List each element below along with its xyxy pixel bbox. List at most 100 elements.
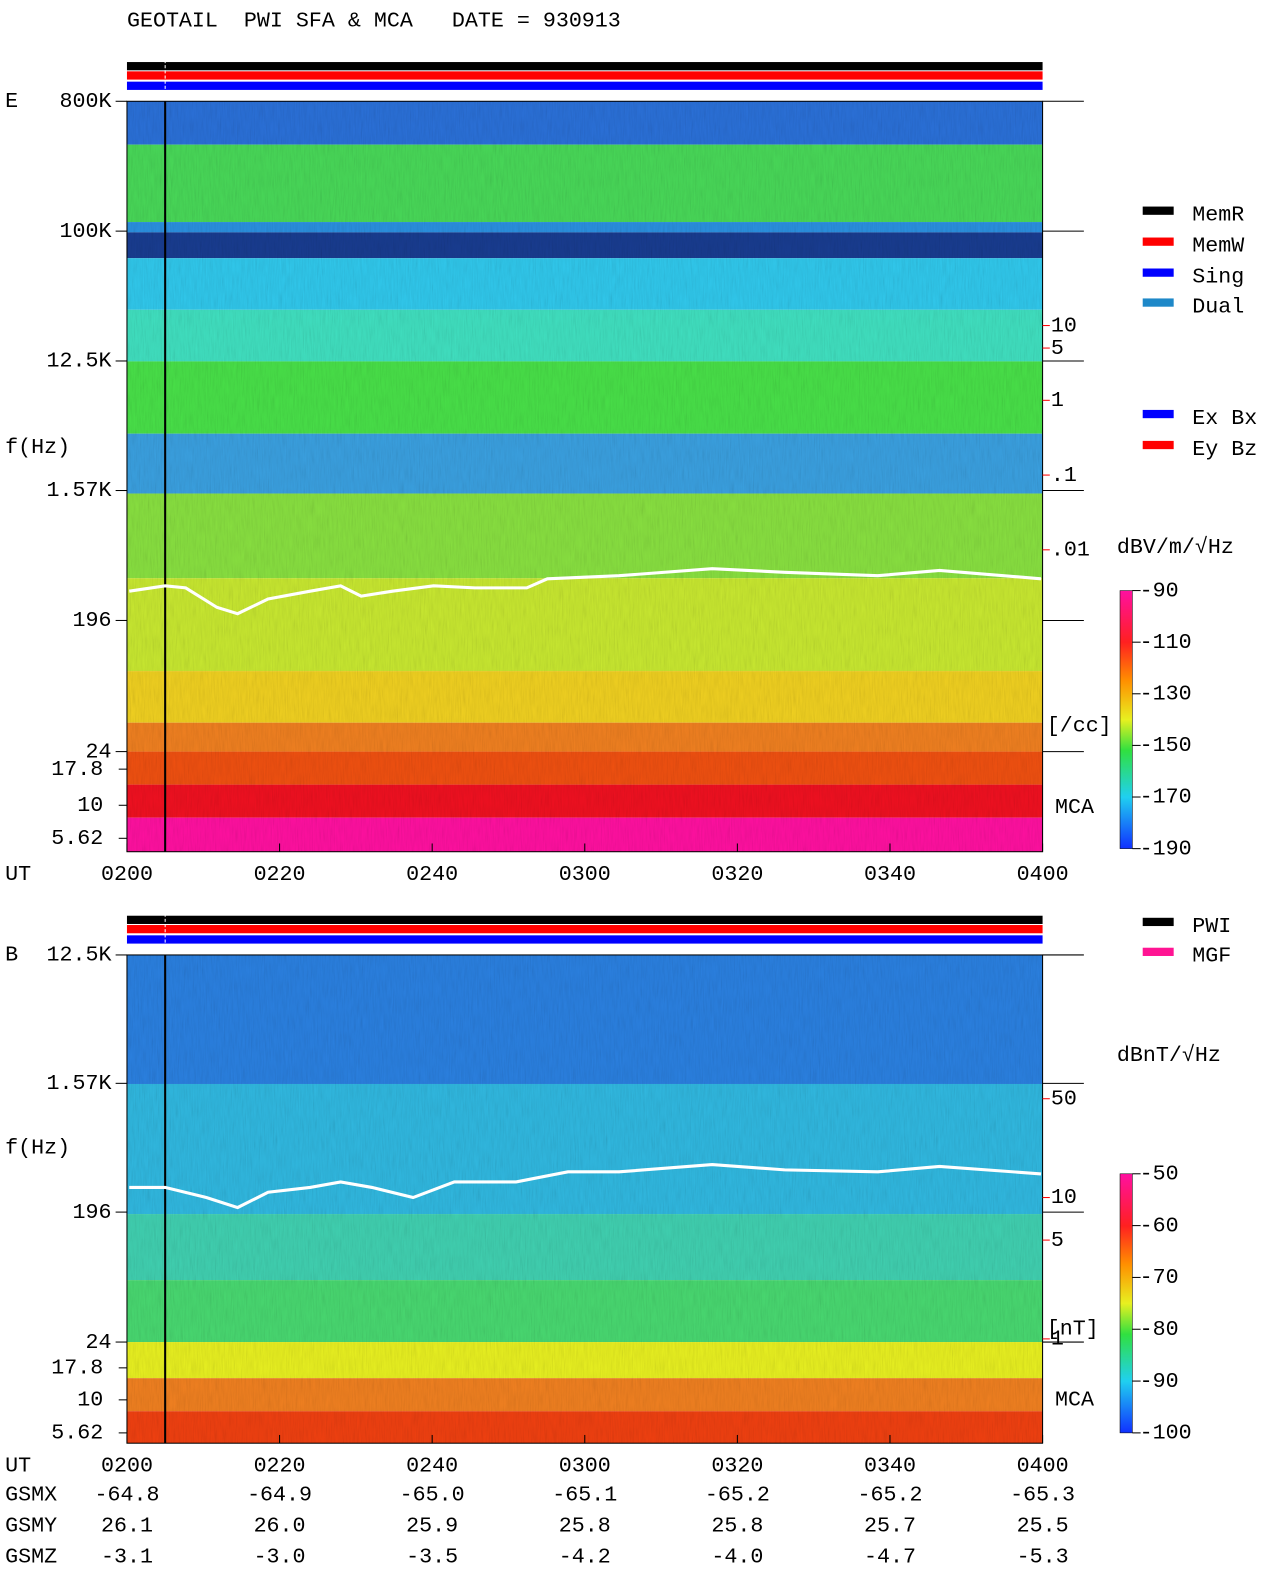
legend-swatch	[1142, 206, 1174, 215]
legend-swatch	[1142, 917, 1174, 927]
legend-swatch	[1142, 947, 1174, 956]
orbit-value: 26.1	[101, 1514, 153, 1539]
mca-tick-label: 10	[77, 1388, 103, 1413]
orbit-value: -65.0	[400, 1483, 465, 1508]
x-tick-label: 0220	[254, 862, 306, 887]
density-axis-label: [/cc]	[1047, 714, 1112, 739]
colorbar-tick-label: -100	[1140, 1421, 1192, 1446]
legend-label: Dual	[1192, 294, 1244, 319]
mca-tick-label: 10	[77, 793, 103, 818]
status-bar	[126, 935, 1043, 944]
y-tick-label: 1.57K	[46, 478, 111, 503]
density-tick-label: 5	[1051, 1228, 1064, 1253]
legend-label: Ey Bz	[1192, 437, 1257, 462]
y-tick-label: 12.5K	[46, 943, 111, 968]
x-tick-label: 0200	[101, 862, 153, 887]
colorbar-tick-label: -80	[1140, 1317, 1179, 1342]
status-bar	[126, 81, 1043, 90]
colorbar	[1119, 590, 1133, 849]
legend-swatch	[1142, 409, 1174, 419]
legend-label: MGF	[1192, 944, 1231, 969]
orbit-value: -65.2	[857, 1483, 922, 1508]
orbit-value: -65.1	[552, 1483, 617, 1508]
colorbar-tick-label: -190	[1140, 836, 1192, 861]
orbit-value: -64.9	[247, 1483, 312, 1508]
y-tick-label: 24	[85, 739, 111, 764]
colorbar-tick-label: -70	[1140, 1265, 1179, 1290]
x-tick-label: 0400	[1017, 1454, 1069, 1479]
x-tick-label: 0320	[711, 862, 763, 887]
orbit-row-label: GSMX	[5, 1483, 57, 1508]
x-tick-label: 0340	[864, 1454, 916, 1479]
legend-swatch	[1142, 237, 1174, 246]
colorbar-tick-label: -50	[1140, 1162, 1179, 1187]
y-tick-label: 196	[72, 1200, 111, 1225]
x-tick-label: 0300	[559, 862, 611, 887]
spectrogram-texture	[126, 954, 1043, 1444]
colorbar-tick-label: -60	[1140, 1213, 1179, 1238]
status-bar	[126, 915, 1043, 924]
orbit-value: -65.2	[705, 1483, 770, 1508]
legend-swatch	[1142, 298, 1174, 307]
y-tick-label: 12.5K	[46, 349, 111, 374]
density-tick-label: 5	[1051, 336, 1064, 361]
legend-swatch	[1142, 440, 1174, 450]
x-tick-label: 0200	[101, 1454, 153, 1479]
x-tick-label: 0240	[406, 862, 458, 887]
x-tick-label: 0340	[864, 862, 916, 887]
mca-label: MCA	[1055, 1388, 1094, 1413]
density-tick-label: 10	[1051, 313, 1077, 338]
orbit-value: -4.2	[559, 1544, 611, 1569]
orbit-value: -3.1	[101, 1544, 153, 1569]
y-tick-label: 800K	[59, 89, 111, 114]
colorbar-tick-label: -90	[1140, 578, 1179, 603]
orbit-row-label: GSMY	[5, 1514, 57, 1539]
density-tick-label: 1	[1051, 1327, 1064, 1352]
mca-tick-label: 5.62	[51, 1421, 103, 1446]
orbit-value: -64.8	[94, 1483, 159, 1508]
mca-tick-label: 17.8	[51, 1356, 103, 1381]
density-trace	[129, 567, 1042, 616]
mca-tick-label: 17.8	[51, 757, 103, 782]
colorbar-tick-label: -130	[1140, 682, 1192, 707]
y-tick-label: 1.57K	[46, 1071, 111, 1096]
legend-label: MemW	[1192, 234, 1244, 259]
colorbar-tick-label: -90	[1140, 1369, 1179, 1394]
orbit-value: -3.0	[254, 1544, 306, 1569]
density-tick-label: .01	[1051, 538, 1090, 563]
x-tick-label: 0400	[1017, 862, 1069, 887]
density-tick-label: .1	[1051, 463, 1077, 488]
orbit-value: -4.0	[711, 1544, 763, 1569]
x-axis-label: UT	[5, 1454, 31, 1479]
orbit-value: 25.7	[864, 1514, 916, 1539]
legend-label: Sing	[1192, 264, 1244, 289]
orbit-value: -5.3	[1017, 1544, 1069, 1569]
orbit-value: 25.9	[406, 1514, 458, 1539]
orbit-value: 25.8	[711, 1514, 763, 1539]
orbit-value: 26.0	[254, 1514, 306, 1539]
y-tick-label: 24	[85, 1330, 111, 1355]
y-tick-label: 100K	[59, 219, 111, 244]
colorbar	[1119, 1173, 1133, 1434]
x-axis-label: UT	[5, 862, 31, 887]
mca-label: MCA	[1055, 795, 1094, 820]
orbit-value: 25.8	[559, 1514, 611, 1539]
legend-swatch	[1142, 268, 1174, 277]
orbit-value: -4.7	[864, 1544, 916, 1569]
status-bar	[126, 925, 1043, 934]
orbit-value: -65.3	[1010, 1483, 1075, 1508]
colorbar-tick-label: -110	[1140, 630, 1192, 655]
x-tick-label: 0220	[254, 1454, 306, 1479]
orbit-row-label: GSMZ	[5, 1544, 57, 1569]
y-tick-label: 196	[72, 608, 111, 633]
legend-label: MemR	[1192, 203, 1244, 228]
orbit-value: 25.5	[1017, 1514, 1069, 1539]
colorbar-label: dBV/m/√Hz	[1117, 535, 1234, 560]
density-trace	[129, 1163, 1042, 1210]
chart-title: GEOTAIL PWI SFA & MCA DATE = 930913	[127, 8, 621, 33]
density-tick-label: 1	[1051, 388, 1064, 413]
mca-tick-label: 5.62	[51, 826, 103, 851]
y-axis-label: f(Hz)	[5, 435, 70, 460]
